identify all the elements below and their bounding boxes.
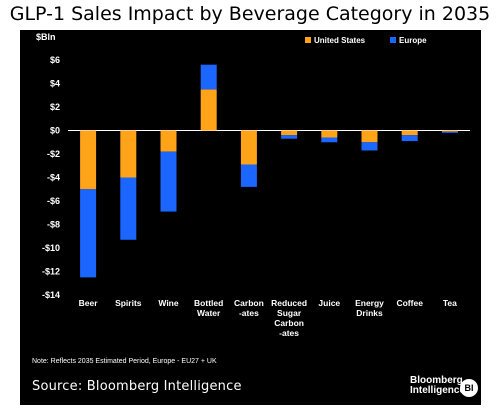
y-tick-label: $4 <box>50 79 60 89</box>
bar-europe <box>200 64 217 90</box>
legend-label: United States <box>314 36 366 45</box>
x-tick-label: Carbon <box>234 298 264 308</box>
y-tick-label: -$6 <box>47 196 60 206</box>
bar-united-states <box>321 130 338 138</box>
chart-svg: $Bln $6 $4 $2 $0 -$2 -$4 -$6 -$8 -$10 -$12 -$14 Beer… <box>36 32 470 338</box>
bar-united-states <box>401 130 418 136</box>
y-tick-label: $6 <box>50 55 60 65</box>
bar-europe <box>160 151 177 212</box>
chart-note: Note: Reflects 2035 Estimated Period, Eu… <box>32 358 217 365</box>
bar-united-states <box>80 130 97 190</box>
legend-swatch <box>390 37 396 43</box>
legend-label: Europe <box>399 36 427 45</box>
y-unit-label: $Bln <box>36 32 56 42</box>
bar-united-states <box>240 130 257 165</box>
y-tick-label: $0 <box>50 126 60 136</box>
y-tick-label: -$2 <box>47 149 60 159</box>
legend-swatch <box>305 37 311 43</box>
bar-europe <box>321 137 338 143</box>
y-tick-label: $2 <box>50 102 60 112</box>
x-tick-label: Carbon <box>274 318 304 328</box>
x-tick-label: Tea <box>443 298 457 308</box>
y-tick-label: -$10 <box>42 243 60 253</box>
x-tick-label: Juice <box>318 298 340 308</box>
bar-united-states <box>361 130 378 143</box>
bar-united-states <box>160 130 177 152</box>
bar-europe <box>80 189 97 278</box>
x-tick-label: Sugar <box>277 308 302 318</box>
bi-badge: BI <box>460 379 478 397</box>
x-tick-label: Energy <box>355 298 384 308</box>
chart-source: Source: Bloomberg Intelligence <box>32 379 242 394</box>
y-tick-label: -$8 <box>47 220 60 230</box>
y-tick-label: -$14 <box>42 290 60 300</box>
brand-line1: Bloomberg <box>410 375 463 386</box>
x-tick-label: Drinks <box>356 308 383 318</box>
bar-united-states <box>281 130 298 136</box>
x-tick-label: -ates <box>279 328 299 338</box>
bar-united-states <box>120 130 137 178</box>
chart-panel: $Bln $6 $4 $2 $0 -$2 -$4 -$6 -$8 -$10 -$12 -$14 Beer… <box>20 30 481 405</box>
bar-europe <box>401 135 418 142</box>
x-tick-label: Wine <box>158 298 179 308</box>
x-tick-label: Water <box>197 308 221 318</box>
brand-line2: Intelligence <box>410 385 466 396</box>
bar-europe <box>240 164 257 187</box>
bar-europe <box>281 135 298 139</box>
bloomberg-intelligence-logo: Bloomberg Intelligence <box>410 376 465 396</box>
bar-europe <box>361 142 378 151</box>
x-tick-label: Coffee <box>396 298 423 308</box>
bar-united-states <box>441 130 458 132</box>
x-tick-label: Beer <box>79 298 99 308</box>
bar-europe <box>441 131 458 133</box>
chart-title: GLP-1 Sales Impact by Beverage Category … <box>9 3 491 25</box>
y-tick-label: -$4 <box>47 173 60 183</box>
x-tick-label: Spirits <box>115 298 142 308</box>
bar-united-states <box>200 89 217 131</box>
y-tick-label: -$12 <box>42 267 60 277</box>
x-tick-label: Reduced <box>271 298 307 308</box>
x-tick-label: -ates <box>239 308 259 318</box>
bar-europe <box>120 177 137 240</box>
x-tick-label: Bottled <box>194 298 223 308</box>
